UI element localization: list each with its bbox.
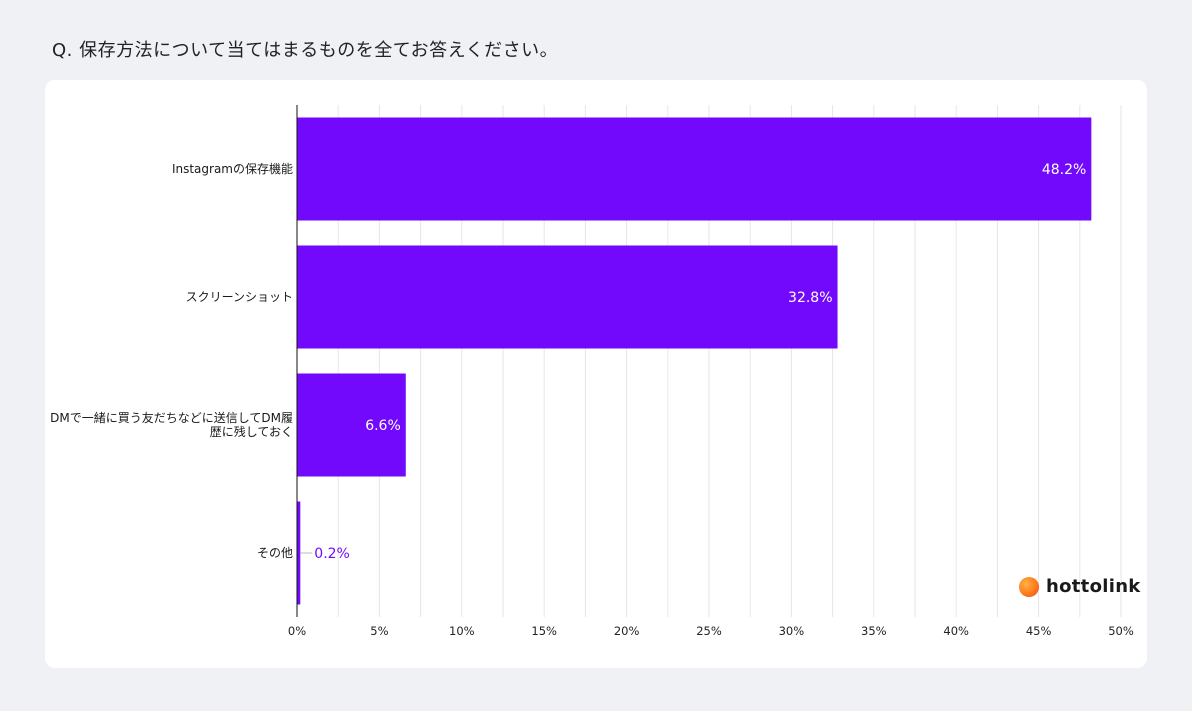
- x-tick-label: 20%: [614, 624, 640, 638]
- category-label: その他: [257, 546, 293, 560]
- x-tick-label: 45%: [1026, 624, 1052, 638]
- x-tick-label: 5%: [370, 624, 388, 638]
- category-label: 歴に残しておく: [210, 425, 293, 439]
- category-label: DMで一緒に買う友だちなどに送信してDM履: [50, 410, 293, 425]
- category-label: スクリーンショット: [186, 290, 293, 304]
- bar: [297, 117, 1092, 221]
- x-tick-label: 10%: [449, 624, 475, 638]
- value-label: 0.2%: [314, 546, 350, 562]
- x-tick-label: 50%: [1108, 624, 1134, 638]
- x-tick-label: 15%: [531, 624, 557, 638]
- bar: [297, 373, 406, 477]
- bar: [297, 501, 301, 605]
- logo-text: hottolink: [1046, 576, 1141, 597]
- x-tick-label: 35%: [861, 624, 887, 638]
- hottolink-logo: hottolink: [1019, 576, 1141, 597]
- x-tick-label: 25%: [696, 624, 722, 638]
- x-tick-label: 0%: [288, 624, 306, 638]
- bar: [297, 245, 838, 349]
- bar-chart: 0% 5% 10% 15% 20% 25% 30% 35% 40% 45% 50% Instagram…: [50, 105, 1134, 638]
- value-label: 6.6%: [365, 418, 401, 434]
- value-label: 48.2%: [1042, 162, 1086, 178]
- chart-card: 0% 5% 10% 15% 20% 25% 30% 35% 40% 45% 50% Instagram…: [45, 80, 1147, 668]
- x-tick-label: 30%: [779, 624, 805, 638]
- category-label: Instagramの保存機能: [172, 161, 293, 176]
- x-tick-label: 40%: [943, 624, 969, 638]
- hottolink-logo-circle-icon: [1019, 576, 1039, 597]
- value-label: 32.8%: [788, 290, 832, 306]
- page-title: Q. 保存方法について当てはまるものを全てお答えください。: [52, 40, 559, 61]
